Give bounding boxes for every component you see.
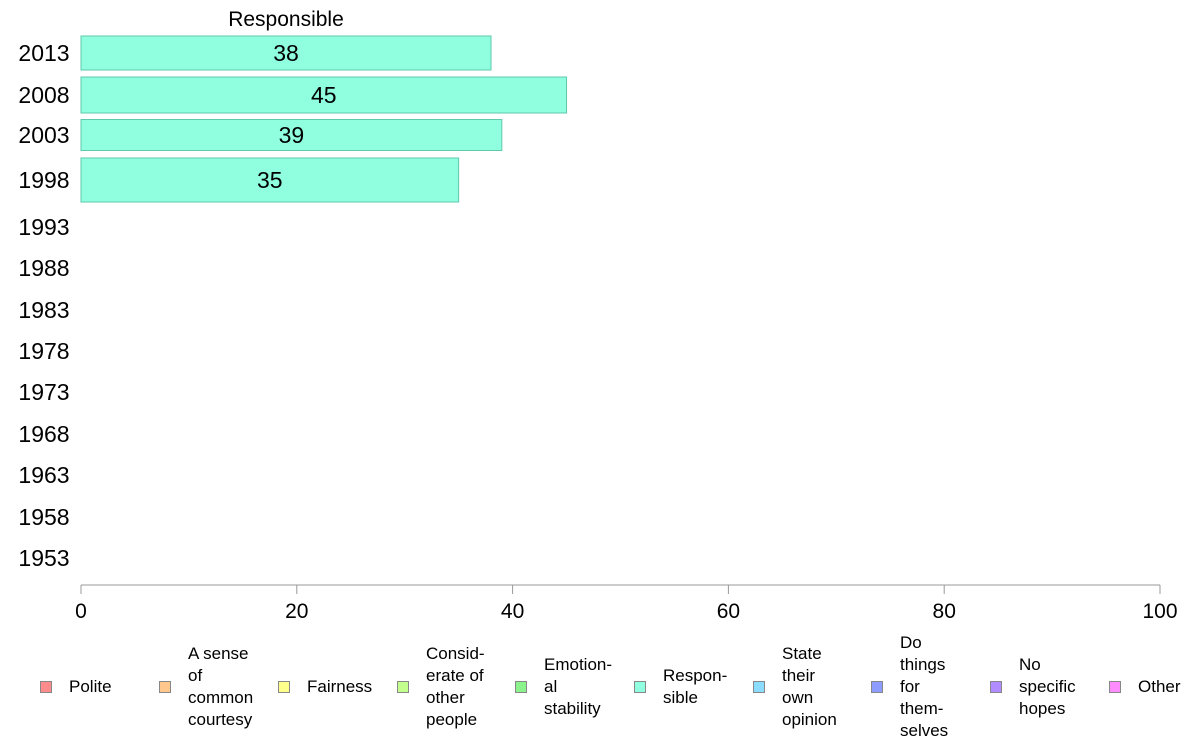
bar-value-label: 45 [311,82,337,108]
legend-swatch [634,681,646,693]
legend-swatch [753,681,765,693]
legend-label: Polite [69,677,112,696]
x-tick-label: 0 [75,600,87,623]
y-tick-label: 1988 [18,255,69,281]
legend-swatch [871,681,883,693]
legend-item: No specific hopes [990,654,1076,720]
x-tick-label: 100 [1142,600,1177,623]
legend-swatch [515,681,527,693]
legend-item: Do things for them- selves [871,632,948,742]
legend-swatch [1109,681,1121,693]
bar [80,76,568,114]
legend-label: Other [1138,677,1181,696]
legend-label: Emotion- al stability [544,655,613,718]
legend-label: Consid- erate of other people [426,644,485,729]
legend-label: Do things for them- selves [900,633,949,740]
y-tick-label: 1993 [18,214,69,240]
legend-item: A sense of common courtesy [159,643,253,731]
legend-item: Consid- erate of other people [397,643,485,731]
legend-item: Fairness [278,676,372,698]
y-tick-label: 1998 [18,167,69,193]
x-tick-label: 40 [501,600,524,623]
legend-label: No specific hopes [1019,655,1076,718]
y-tick-label: 1973 [18,379,69,405]
legend-item: State their own opinion [753,643,837,731]
y-tick-label: 1963 [18,462,69,488]
bar-value-label: 35 [257,167,283,193]
x-tick-label: 60 [717,600,740,623]
y-tick-label: 1958 [18,504,69,530]
bar [80,35,492,71]
legend-swatch [159,681,171,693]
bar [80,119,503,151]
x-tick-label: 20 [285,600,308,623]
legend-label: A sense of common courtesy [188,644,254,729]
y-tick-label: 1983 [18,297,69,323]
legend-swatch [397,681,409,693]
legend-label: Fairness [307,677,373,696]
chart-title: Responsible [228,8,344,31]
legend-swatch [278,681,290,693]
legend: Polite A sense of common courtesy Fairness… [0,633,1188,740]
legend-item: Emotion- al stability [515,654,612,720]
legend-item: Other [1109,676,1181,698]
y-tick-label: 2013 [18,40,69,66]
legend-label: Respon- sible [663,666,728,707]
legend-swatch [990,681,1002,693]
bar-value-label: 39 [279,122,305,148]
legend-item: Polite [40,676,112,698]
legend-swatch [40,681,52,693]
legend-item: Respon- sible [634,665,727,709]
bar [80,157,460,203]
y-tick-label: 1978 [18,338,69,364]
y-tick-label: 1953 [18,545,69,571]
bar-value-label: 38 [273,40,299,66]
bar-chart: Responsible 2013 2008 2003 1998 1993 1988 1983 1… [18,8,1177,623]
y-tick-label: 1968 [18,421,69,447]
x-tick-label: 80 [933,600,956,623]
y-tick-label: 2003 [18,122,69,148]
y-tick-label: 2008 [18,82,69,108]
legend-label: State their own opinion [782,644,837,729]
